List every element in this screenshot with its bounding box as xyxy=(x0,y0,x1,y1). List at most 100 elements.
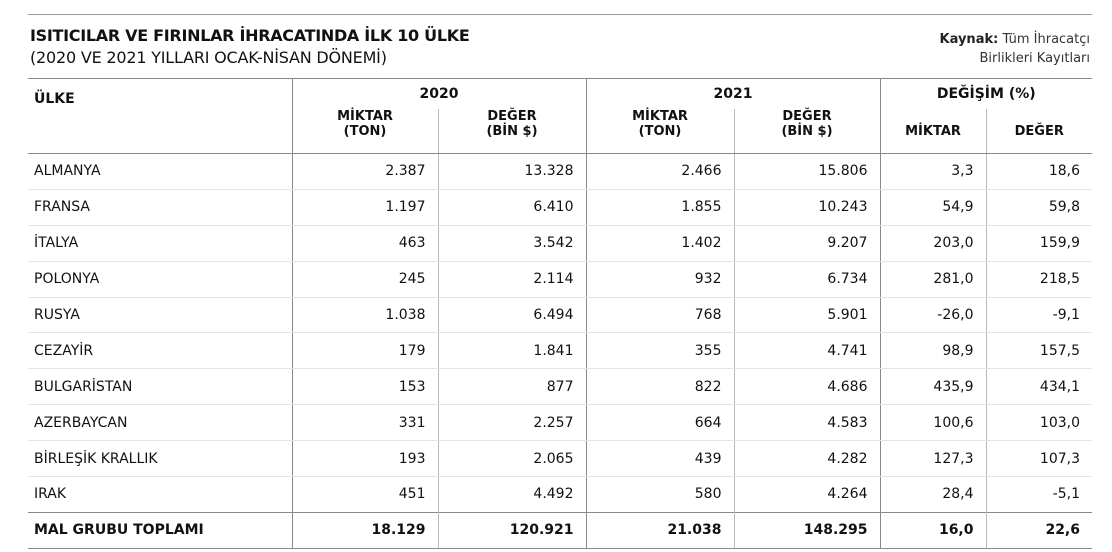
miktar-change-cell: -26,0 xyxy=(879,297,986,334)
miktar-2021-cell: 580 xyxy=(585,476,734,513)
page-title: ISITICILAR VE FIRINLAR İHRACATINDA İLK 1… xyxy=(30,26,470,45)
miktar-2020-cell: 2.387 xyxy=(291,153,438,190)
deger-2020-cell: 877 xyxy=(437,368,586,406)
deger-2020-cell: 6.494 xyxy=(437,297,586,334)
miktar-change-cell: 100,6 xyxy=(879,404,986,442)
change-header: DEĞİŞİM (%) xyxy=(879,78,1092,109)
miktar-2020-cell: 1.197 xyxy=(291,189,438,226)
country-cell: IRAK xyxy=(34,486,67,503)
miktar-change-cell: 3,3 xyxy=(879,153,986,190)
miktar-change-cell: 127,3 xyxy=(879,440,986,478)
table-row: CEZAYİR 179 1.841 355 4.741 98,9 157,5 xyxy=(28,332,1092,370)
miktar-change-cell: 203,0 xyxy=(879,225,986,262)
country-cell: BULGARİSTAN xyxy=(28,368,292,406)
miktar-2021-cell: 768 xyxy=(585,297,734,334)
miktar-2021-cell: 21.038 xyxy=(585,511,734,549)
miktar-2020-cell: 451 xyxy=(291,476,438,513)
table-row: ALMANYA 2.387 13.328 2.466 15.806 3,3 18,6 xyxy=(28,153,1092,190)
deger-2020-cell: 1.841 xyxy=(437,332,586,370)
country-header: ÜLKE xyxy=(28,78,292,154)
deger-2021-cell: 4.686 xyxy=(733,368,880,406)
miktar-2020-cell: 463 xyxy=(291,225,438,262)
country-cell: İTALYA xyxy=(28,225,292,262)
deger-2020-cell: 13.328 xyxy=(437,153,586,190)
country-cell: FRANSA xyxy=(28,189,292,226)
miktar-2020-header: MİKTAR (TON) xyxy=(291,109,438,154)
table-row: İTALYA 463 3.542 1.402 9.207 203,0 159,9 xyxy=(28,225,1092,262)
export-table: ÜLKE 2020 2021 DEĞİŞİM (%) MİKTAR (TON) D… xyxy=(28,78,1092,549)
deger-2021-cell: 4.741 xyxy=(733,332,880,370)
deger-change-cell: 434,1 xyxy=(985,368,1092,406)
miktar-2021-cell: 822 xyxy=(585,368,734,406)
miktar-2020-cell: 179 xyxy=(291,332,438,370)
country-cell: CEZAYİR xyxy=(28,332,292,370)
source-note: Kaynak: Tüm İhracatçı Birlikleri Kayıtla… xyxy=(940,30,1090,68)
country-cell: POLONYA xyxy=(28,261,292,298)
deger-change-cell: 18,6 xyxy=(985,153,1092,190)
deger-2020-cell: 3.542 xyxy=(437,225,586,262)
miktar-change-cell: 435,9 xyxy=(879,368,986,406)
miktar-change-cell: 98,9 xyxy=(879,332,986,370)
deger-2020-cell: 2.257 xyxy=(437,404,586,442)
miktar-2020-cell: 1.038 xyxy=(291,297,438,334)
miktar-change-cell: 16,0 xyxy=(879,511,986,549)
miktar-change-cell: 281,0 xyxy=(879,261,986,298)
miktar-2020-cell: 245 xyxy=(291,261,438,298)
miktar-2020-cell: 18.129 xyxy=(291,511,438,549)
deger-change-cell: -9,1 xyxy=(985,297,1092,334)
source-label: Kaynak: xyxy=(939,32,999,47)
deger-change-cell: 157,5 xyxy=(985,332,1092,370)
deger-2020-cell: 6.410 xyxy=(437,189,586,226)
deger-change-cell: 22,6 xyxy=(985,511,1092,549)
table-row: IRAK 451 4.492 580 4.264 28,4 -5,1 xyxy=(28,476,1092,513)
miktar-change-cell: 28,4 xyxy=(879,476,986,513)
source-line-1: Tüm İhracatçı xyxy=(1002,32,1090,47)
deger-2020-cell: 2.114 xyxy=(437,261,586,298)
deger-change-cell: -5,1 xyxy=(985,476,1092,513)
table-row: RUSYA 1.038 6.494 768 5.901 -26,0 -9,1 xyxy=(28,297,1092,334)
deger-2021-cell: 9.207 xyxy=(733,225,880,262)
source-line-2: Birlikleri Kayıtları xyxy=(979,51,1090,66)
deger-change-cell: 59,8 xyxy=(985,189,1092,226)
miktar-2021-cell: 932 xyxy=(585,261,734,298)
miktar-change-cell: 54,9 xyxy=(879,189,986,226)
page-subtitle: (2020 VE 2021 YILLARI OCAK-NİSAN DÖNEMİ) xyxy=(30,48,387,67)
miktar-2021-cell: 439 xyxy=(585,440,734,478)
total-row: MAL GRUBU TOPLAMI 18.129 120.921 21.038 148.… xyxy=(28,511,1092,549)
table-body: ALMANYA 2.387 13.328 2.466 15.806 3,3 18,6 FRAN… xyxy=(28,153,1092,549)
deger-change-header: DEĞER xyxy=(985,109,1092,154)
deger-2020-cell: 2.065 xyxy=(437,440,586,478)
deger-change-cell: 159,9 xyxy=(985,225,1092,262)
table-row: BULGARİSTAN 153 877 822 4.686 435,9 434,1 xyxy=(28,368,1092,406)
deger-2021-cell: 15.806 xyxy=(733,153,880,190)
deger-2021-header: DEĞER (BİN $) xyxy=(733,109,880,154)
deger-change-cell: 218,5 xyxy=(985,261,1092,298)
miktar-2021-cell: 664 xyxy=(585,404,734,442)
miktar-2021-header: MİKTAR (TON) xyxy=(585,109,734,154)
deger-2021-cell: 4.583 xyxy=(733,404,880,442)
miktar-2021-cell: 1.855 xyxy=(585,189,734,226)
miktar-change-header: MİKTAR xyxy=(879,109,986,154)
deger-2021-cell: 4.282 xyxy=(733,440,880,478)
miktar-2021-cell: 355 xyxy=(585,332,734,370)
table-row: POLONYA 245 2.114 932 6.734 281,0 218,5 xyxy=(28,261,1092,298)
deger-2020-cell: 4.492 xyxy=(437,476,586,513)
deger-2020-cell: 120.921 xyxy=(437,511,586,549)
deger-change-cell: 103,0 xyxy=(985,404,1092,442)
year-2021-header: 2021 xyxy=(585,78,880,109)
deger-2020-header: DEĞER (BİN $) xyxy=(437,109,586,154)
deger-2021-cell: 148.295 xyxy=(733,511,880,549)
deger-2021-cell: 6.734 xyxy=(733,261,880,298)
table-row: BİRLEŞİK KRALLIK 193 2.065 439 4.282 127,3 107… xyxy=(28,440,1092,478)
deger-change-cell: 107,3 xyxy=(985,440,1092,478)
country-cell: ALMANYA xyxy=(28,153,292,190)
miktar-2020-cell: 153 xyxy=(291,368,438,406)
table-row: FRANSA 1.197 6.410 1.855 10.243 54,9 59,8 xyxy=(28,189,1092,226)
table-row: AZERBAYCAN 331 2.257 664 4.583 100,6 103,0 xyxy=(28,404,1092,442)
country-cell: AZERBAYCAN xyxy=(28,404,292,442)
deger-2021-cell: 10.243 xyxy=(733,189,880,226)
miktar-2021-cell: 2.466 xyxy=(585,153,734,190)
deger-2021-cell: 4.264 xyxy=(733,476,880,513)
miktar-2021-cell: 1.402 xyxy=(585,225,734,262)
top-rule xyxy=(28,14,1092,15)
